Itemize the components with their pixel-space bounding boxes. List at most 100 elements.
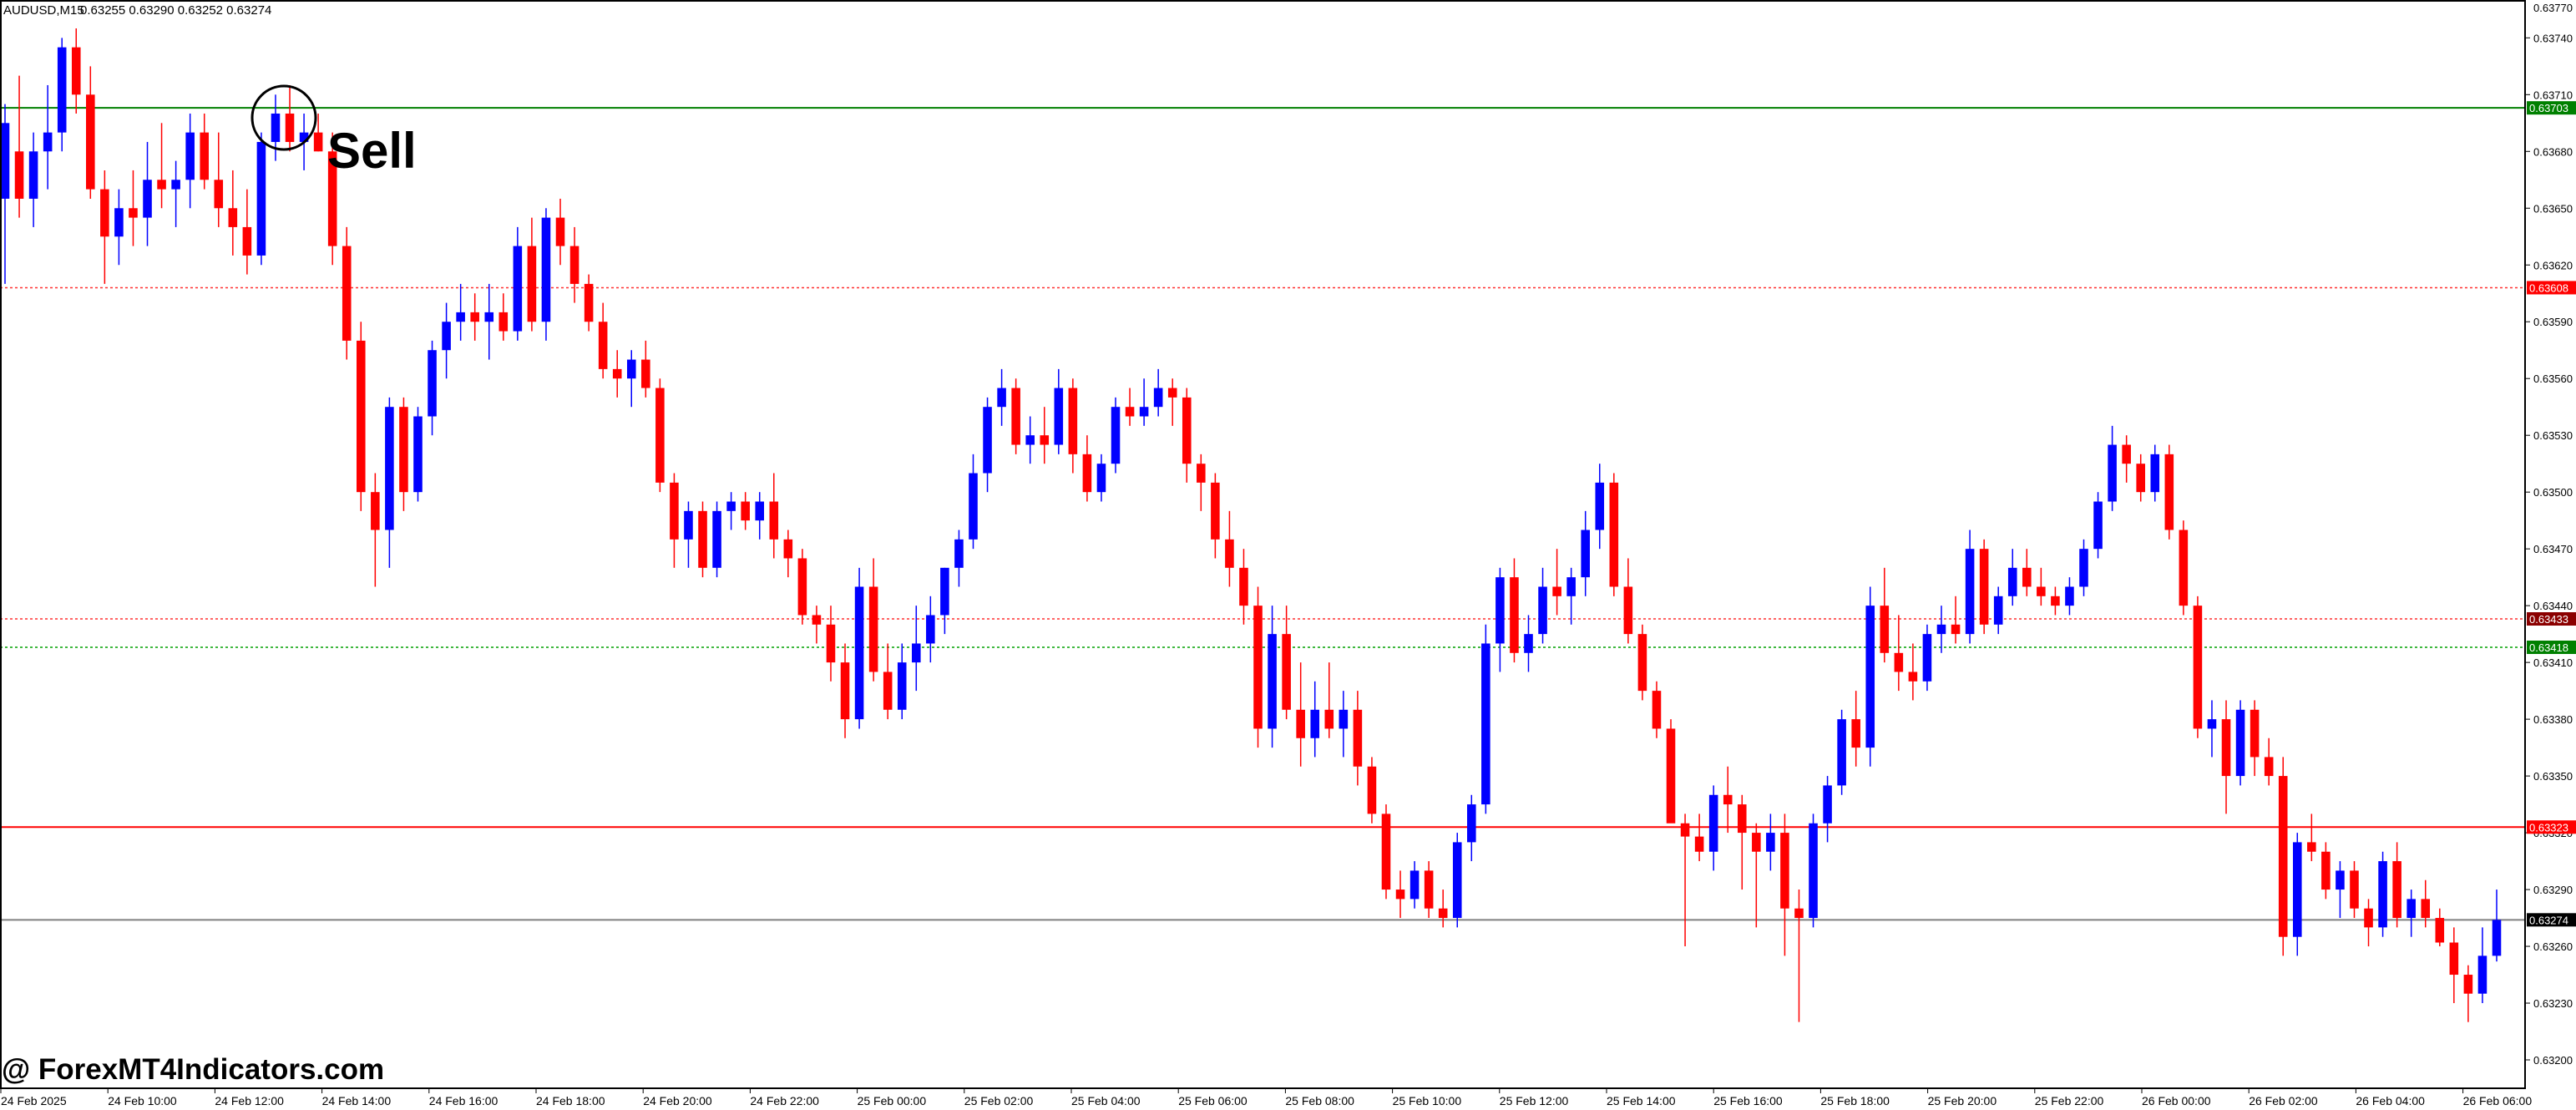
candle-body [1197,464,1206,483]
time-tick-label: 24 Feb 10:00 [108,1094,177,1107]
candle-body [2449,942,2459,976]
candle [598,302,608,379]
price-axis: 0.63740 0.63710 0.63680 0.63650 0.63620 0.635… [2525,2,2573,1067]
time-tick-label: 24 Feb 14:00 [322,1094,392,1107]
candle-body [1694,836,1704,852]
candle [271,94,281,161]
candle-body [1268,634,1277,729]
candle [569,226,579,303]
candle [1780,813,1789,956]
candle-body [1595,482,1605,530]
candle-body [2406,899,2416,919]
candle [1424,861,1434,919]
candle-body [969,473,978,540]
candle-body [698,510,707,568]
candle [2007,549,2017,606]
candle [1723,766,1733,834]
candle-body [1054,388,1064,445]
candle-body [2207,719,2217,729]
candle-body [1922,634,1932,682]
candle-body [626,359,636,379]
candle-body [456,312,465,322]
candle [2022,549,2032,596]
candle-body [741,501,750,521]
candle [555,198,565,266]
candle-body [1752,833,1761,852]
candle-body [1510,577,1519,653]
candle-body [1381,813,1391,890]
candle [86,66,95,199]
candle-body [883,672,893,710]
candle-body [2307,842,2316,852]
candle-body [2435,918,2445,943]
candle [698,501,707,578]
candle [926,596,935,663]
candle [413,407,423,502]
candle-body [2278,776,2288,937]
candle [114,189,124,266]
candle-body [299,132,309,142]
candle-body [513,246,523,332]
candle-body [868,586,878,672]
candle-body [1452,842,1462,919]
candle [2307,813,2316,862]
candle-body [157,180,166,190]
candle-body [2492,920,2502,956]
candle-body [2392,861,2401,919]
candle-body [983,407,992,474]
candle [2136,454,2145,502]
candle [1310,681,1320,758]
candle-body [2007,567,2017,596]
candle-body [171,180,180,190]
candle [1880,567,1890,663]
candle [1182,388,1192,483]
candle [712,501,721,578]
candle-body [1566,577,1576,596]
candle-body [2150,454,2160,493]
candle-body [2093,501,2103,550]
candle [684,501,693,568]
time-tick-label: 24 Feb 2025 [1,1094,67,1107]
candle [1395,870,1405,919]
candle [1197,454,1206,511]
horizontal-levels [0,107,2525,921]
candle [456,283,465,341]
price-tick-label: 0.63290 [2533,884,2573,896]
candle [1524,615,1533,672]
candle [726,492,736,530]
candle-body [1282,634,1291,710]
candle-body [954,539,964,568]
candle-body [612,368,622,379]
candle [1794,890,1804,1022]
candle [1766,813,1775,871]
candle-body [1908,672,1918,682]
candle-body [442,322,451,351]
candle-body [712,510,721,568]
candle-body [598,322,608,369]
time-tick-label: 26 Feb 06:00 [2463,1094,2533,1107]
price-tick-label: 0.63530 [2533,429,2573,442]
candle [2492,890,2502,962]
candle-body [2292,842,2302,937]
candle [2079,539,2088,596]
candle-body [1708,794,1718,852]
candle [129,170,138,246]
candle [2477,927,2487,1004]
candle [1566,567,1576,625]
candle [1167,378,1177,426]
candle [57,38,67,152]
candle-body [670,482,679,540]
time-tick-label: 24 Feb 22:00 [750,1094,819,1107]
candle [28,132,38,227]
candle-body [327,151,337,246]
candle-body [385,407,394,530]
candle-body [0,123,10,199]
candle [228,170,238,256]
candle [2235,700,2245,786]
candle [1979,539,1989,635]
candle-body [641,359,650,388]
candle-body [285,113,295,142]
candle-body [1424,870,1434,909]
candle-body [1296,709,1305,738]
